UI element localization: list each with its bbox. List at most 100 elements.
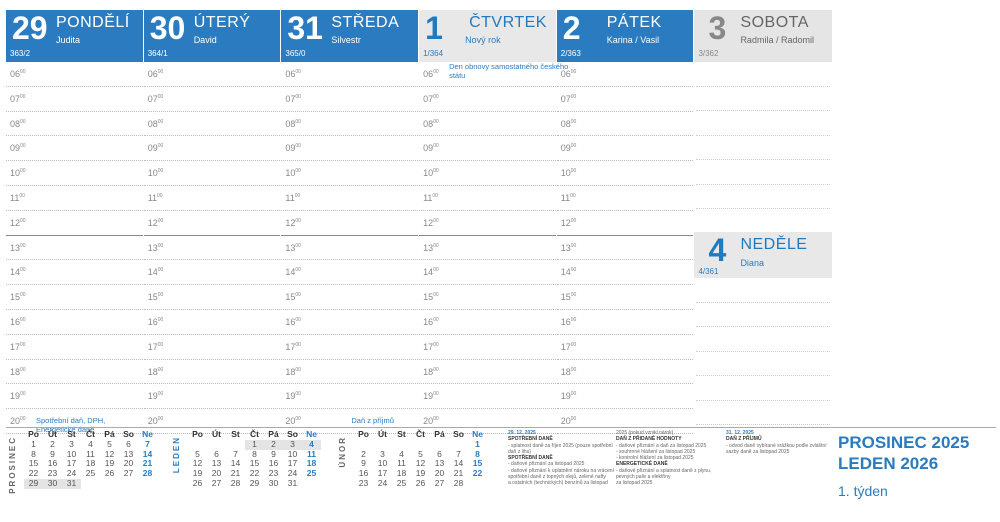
- hour-row[interactable]: 0800: [556, 112, 694, 137]
- calendar-day[interactable]: [302, 479, 321, 489]
- calendar-day[interactable]: 8: [252, 448, 257, 459]
- hour-row[interactable]: 2000: [556, 409, 694, 434]
- hour-row[interactable]: 1700: [143, 335, 281, 360]
- calendar-day[interactable]: 22: [249, 468, 260, 479]
- hour-row[interactable]: 0800: [281, 112, 419, 137]
- hour-row[interactable]: 1800: [6, 360, 143, 385]
- calendar-day[interactable]: 12: [415, 458, 426, 469]
- calendar-day[interactable]: 10: [287, 448, 298, 459]
- calendar-day[interactable]: 26: [192, 477, 203, 488]
- hour-row[interactable]: 1500: [419, 285, 556, 310]
- hour-row[interactable]: 1400: [6, 260, 143, 286]
- calendar-day[interactable]: 19: [104, 458, 115, 469]
- calendar-day[interactable]: 30: [43, 478, 62, 489]
- calendar-day[interactable]: 1: [475, 438, 480, 449]
- calendar-day[interactable]: 4: [399, 448, 404, 459]
- calendar-day[interactable]: 25: [396, 477, 407, 488]
- calendar-day[interactable]: 16: [358, 468, 369, 479]
- calendar-day[interactable]: 6: [214, 448, 219, 459]
- hour-row[interactable]: 1200: [143, 211, 281, 236]
- calendar-day[interactable]: 17: [287, 458, 298, 469]
- calendar-day[interactable]: 25: [306, 468, 317, 479]
- hour-row[interactable]: 0700: [556, 87, 694, 112]
- calendar-day[interactable]: 26: [415, 477, 426, 488]
- calendar-day[interactable]: 5: [195, 448, 200, 459]
- calendar-day[interactable]: 14: [453, 458, 464, 469]
- hour-row[interactable]: 1900: [6, 384, 143, 410]
- hour-row[interactable]: 1400: [143, 260, 281, 286]
- day-header[interactable]: 2 PÁTEK Karina / Vasil 2/363: [556, 10, 694, 62]
- calendar-day[interactable]: 19: [415, 468, 426, 479]
- calendar-day[interactable]: 4: [302, 439, 321, 450]
- calendar-day[interactable]: 28: [230, 477, 241, 488]
- calendar-day[interactable]: 29: [249, 477, 260, 488]
- sunday-header[interactable]: 4 NEDĚLE Diana 4/361: [694, 232, 832, 278]
- hour-row[interactable]: 1600: [281, 310, 419, 335]
- hour-row[interactable]: 2000: [419, 409, 556, 434]
- calendar-day[interactable]: 12: [192, 458, 203, 469]
- hour-row[interactable]: 1900: [556, 384, 694, 410]
- hour-row[interactable]: 1000: [281, 161, 419, 186]
- hour-row[interactable]: 1300: [556, 236, 694, 261]
- hour-row[interactable]: 1900: [419, 384, 556, 410]
- hour-row[interactable]: 1500: [281, 285, 419, 310]
- calendar-day[interactable]: 28: [142, 468, 153, 479]
- calendar-day[interactable]: 12: [104, 448, 115, 459]
- calendar-day[interactable]: 5: [418, 448, 423, 459]
- calendar-day[interactable]: 1: [245, 439, 264, 450]
- hour-row[interactable]: 0900: [6, 136, 143, 162]
- calendar-day[interactable]: 29: [24, 478, 43, 489]
- hour-row[interactable]: 1200: [281, 211, 419, 236]
- calendar-day[interactable]: 31: [287, 477, 298, 488]
- hour-row[interactable]: 1300: [6, 236, 143, 261]
- calendar-day[interactable]: 4: [88, 438, 93, 449]
- hour-row[interactable]: 0700: [6, 87, 143, 112]
- calendar-day[interactable]: 20: [211, 468, 222, 479]
- hour-row[interactable]: 0900: [556, 136, 694, 162]
- calendar-day[interactable]: 24: [66, 468, 77, 479]
- calendar-day[interactable]: 24: [377, 477, 388, 488]
- calendar-day[interactable]: 16: [47, 458, 58, 469]
- calendar-day[interactable]: 21: [142, 458, 153, 469]
- hour-row[interactable]: 0600: [6, 62, 143, 87]
- calendar-day[interactable]: 23: [47, 468, 58, 479]
- hour-row[interactable]: 1500: [556, 285, 694, 310]
- hour-row[interactable]: 0800: [419, 112, 556, 137]
- calendar-day[interactable]: 9: [361, 458, 366, 469]
- hour-row[interactable]: 1000: [556, 161, 694, 186]
- calendar-day[interactable]: 3: [283, 439, 302, 450]
- calendar-day[interactable]: 15: [472, 458, 483, 469]
- hour-row[interactable]: 1000: [143, 161, 281, 186]
- hour-row[interactable]: 1800: [143, 360, 281, 385]
- sunday-body[interactable]: [694, 278, 832, 427]
- calendar-day[interactable]: 13: [123, 448, 134, 459]
- calendar-day[interactable]: 3: [69, 438, 74, 449]
- calendar-day[interactable]: 16: [268, 458, 279, 469]
- hour-row[interactable]: 1300: [419, 236, 556, 261]
- hour-row[interactable]: 0600 Den obnovy samostatného českého stát…: [419, 62, 568, 87]
- saturday-body[interactable]: [694, 62, 832, 234]
- calendar-day[interactable]: 3: [380, 448, 385, 459]
- calendar-day[interactable]: 28: [453, 477, 464, 488]
- calendar-day[interactable]: 14: [230, 458, 241, 469]
- calendar-day[interactable]: 5: [107, 438, 112, 449]
- hour-row[interactable]: 1900: [281, 384, 419, 410]
- hour-row[interactable]: 1100: [281, 186, 419, 211]
- hour-row[interactable]: 0600: [143, 62, 281, 87]
- calendar-day[interactable]: 27: [211, 477, 222, 488]
- calendar-day[interactable]: 6: [437, 448, 442, 459]
- hour-row[interactable]: 1900: [143, 384, 281, 410]
- hour-row[interactable]: 0700: [281, 87, 419, 112]
- calendar-day[interactable]: 7: [145, 438, 150, 449]
- calendar-day[interactable]: 27: [123, 468, 134, 479]
- hour-row[interactable]: 1700: [556, 335, 694, 360]
- hour-row[interactable]: 1700: [281, 335, 419, 360]
- calendar-day[interactable]: [100, 479, 119, 489]
- calendar-day[interactable]: [468, 479, 487, 489]
- calendar-day[interactable]: 6: [126, 438, 131, 449]
- calendar-day[interactable]: 8: [31, 448, 36, 459]
- calendar-day[interactable]: 24: [287, 468, 298, 479]
- hour-row[interactable]: 0800: [143, 112, 281, 137]
- calendar-day[interactable]: 21: [230, 468, 241, 479]
- calendar-day[interactable]: 7: [456, 448, 461, 459]
